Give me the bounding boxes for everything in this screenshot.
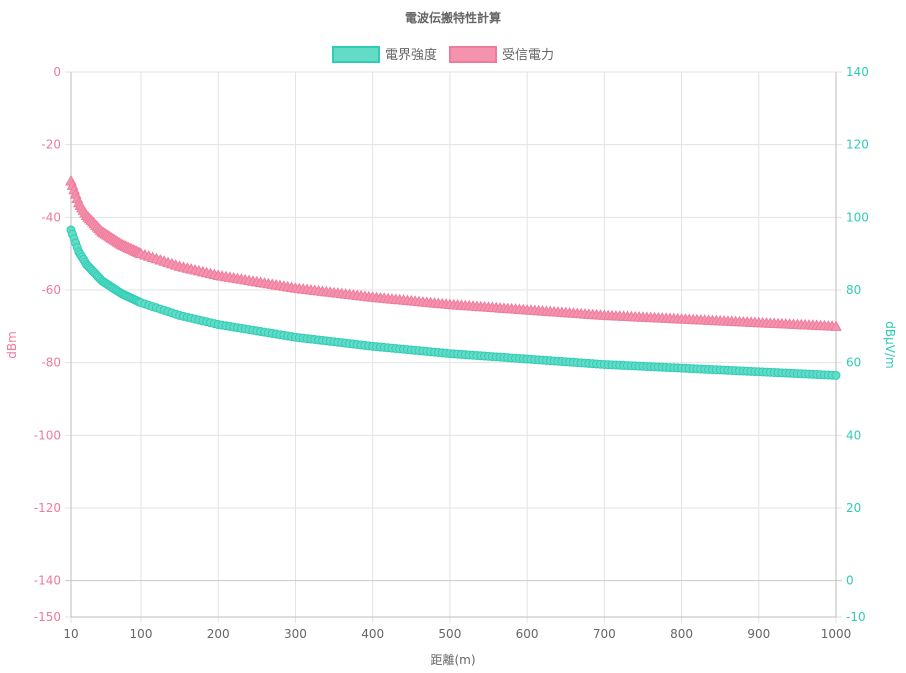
legend-item-field-strength[interactable]: 電界強度 bbox=[332, 46, 437, 63]
series-field-strength bbox=[66, 225, 841, 380]
x-tick-label-8: 800 bbox=[670, 627, 693, 641]
y-axis-left-title: dBm bbox=[5, 331, 19, 359]
legend-swatch-field-strength bbox=[332, 46, 380, 63]
x-tick-label-4: 400 bbox=[361, 627, 384, 641]
y-left-tick-label-6: -120 bbox=[34, 501, 61, 515]
axes bbox=[70, 72, 837, 618]
chart-title: 電波伝搬特性計算 bbox=[405, 10, 501, 25]
point-field-strength-225 bbox=[831, 370, 841, 380]
legend: 電界強度 受信電力 bbox=[332, 46, 554, 63]
y-right-tick-label-6: 20 bbox=[846, 501, 861, 515]
legend-label-field-strength: 電界強度 bbox=[385, 47, 437, 63]
y-left-tick-label-4: -80 bbox=[41, 356, 61, 370]
y-axis-right-ticks: 140 120 100 80 60 40 20 0 -10 bbox=[846, 65, 869, 624]
y-axis-right-title: dBμV/m bbox=[883, 321, 897, 368]
y-left-tick-label-7: -140 bbox=[34, 574, 61, 588]
y-left-tick-label-2: -40 bbox=[41, 210, 61, 224]
x-tick-label-3: 300 bbox=[284, 627, 307, 641]
legend-swatch-received-power bbox=[449, 46, 497, 63]
x-axis-ticks: 10 100 200 300 400 500 600 700 800 900 1000 bbox=[63, 627, 851, 641]
x-axis-title: 距離(m) bbox=[430, 653, 475, 667]
x-tick-label-0: 10 bbox=[63, 627, 78, 641]
y-right-tick-label-2: 100 bbox=[846, 210, 869, 224]
y-left-tick-label-5: -100 bbox=[34, 428, 61, 442]
legend-item-received-power[interactable]: 受信電力 bbox=[449, 46, 554, 63]
y-left-tick-label-3: -60 bbox=[41, 283, 61, 297]
grid bbox=[65, 71, 842, 623]
point-received-power-225 bbox=[830, 320, 842, 331]
x-tick-label-5: 500 bbox=[438, 627, 461, 641]
y-left-tick-label-1: -20 bbox=[41, 138, 61, 152]
y-right-tick-label-1: 120 bbox=[846, 138, 869, 152]
x-tick-label-10: 1000 bbox=[821, 627, 852, 641]
legend-label-received-power: 受信電力 bbox=[502, 48, 554, 63]
x-tick-label-2: 200 bbox=[207, 627, 230, 641]
y-left-tick-label-0: 0 bbox=[53, 65, 61, 79]
x-tick-label-6: 600 bbox=[516, 627, 539, 641]
series-received-power bbox=[65, 174, 842, 331]
x-tick-label-9: 900 bbox=[747, 627, 770, 641]
y-right-tick-label-7: 0 bbox=[846, 574, 854, 588]
y-right-tick-label-0: 140 bbox=[846, 65, 869, 79]
y-right-tick-label-5: 40 bbox=[846, 428, 861, 442]
y-axis-left-ticks: 0 -20 -40 -60 -80 -100 -120 -140 -150 bbox=[34, 65, 61, 624]
y-left-tick-label-8: -150 bbox=[34, 610, 61, 624]
y-right-tick-label-3: 80 bbox=[846, 283, 861, 297]
y-right-tick-label-4: 60 bbox=[846, 356, 861, 370]
x-tick-label-7: 700 bbox=[593, 627, 616, 641]
x-tick-label-1: 100 bbox=[130, 627, 153, 641]
y-right-tick-label-8: -10 bbox=[846, 610, 866, 624]
